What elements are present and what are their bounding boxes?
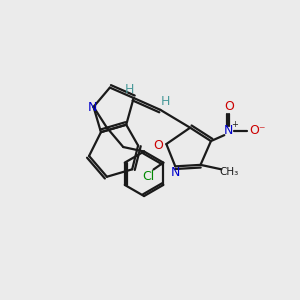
Text: O: O: [224, 100, 234, 113]
Text: N: N: [88, 101, 98, 114]
Text: H: H: [161, 95, 170, 108]
Text: N: N: [171, 167, 180, 179]
Text: O⁻: O⁻: [249, 124, 266, 137]
Text: CH₃: CH₃: [219, 167, 239, 177]
Text: N: N: [224, 124, 233, 137]
Text: H: H: [124, 82, 134, 96]
Text: +: +: [231, 120, 238, 129]
Text: Cl: Cl: [142, 169, 154, 182]
Text: O: O: [153, 139, 163, 152]
